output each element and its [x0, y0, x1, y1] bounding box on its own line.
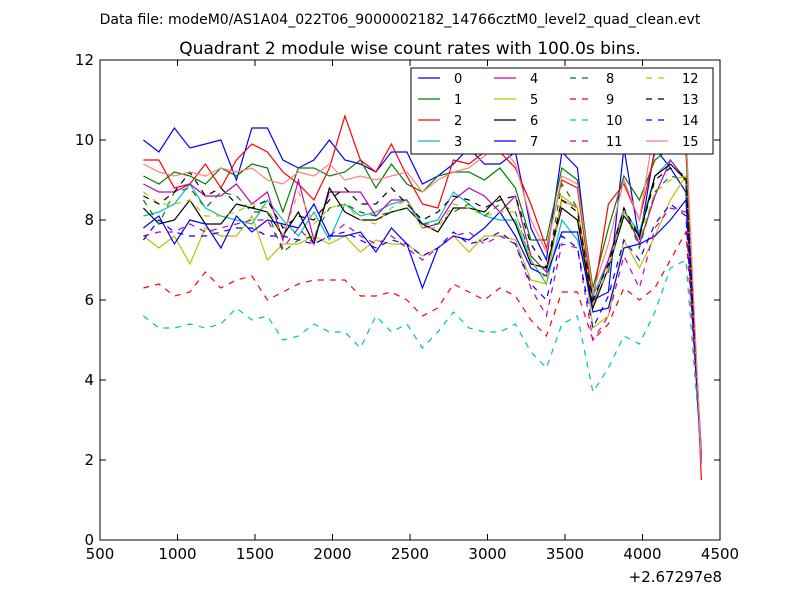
legend-label-0: 0 — [454, 72, 462, 87]
x-offset-label: +2.67297e8 — [629, 568, 722, 586]
x-tick-label: 4500 — [701, 545, 739, 563]
legend-label-5: 5 — [530, 93, 538, 108]
legend-label-9: 9 — [606, 93, 614, 108]
series-line-8 — [142, 175, 702, 461]
legend-label-6: 6 — [530, 114, 538, 129]
series-line-0 — [143, 126, 702, 465]
series-line-1 — [143, 147, 702, 461]
y-tick-label: 6 — [84, 291, 94, 309]
legend-label-2: 2 — [454, 114, 462, 129]
legend-label-13: 13 — [682, 93, 699, 108]
x-tick-label: 500 — [86, 545, 115, 563]
y-tick-label: 10 — [75, 131, 94, 149]
series-line-12 — [143, 175, 702, 461]
x-tick-label: 1500 — [236, 545, 274, 563]
legend-label-12: 12 — [682, 72, 699, 87]
x-tick-label: 3000 — [468, 545, 506, 563]
series-line-7 — [143, 198, 702, 465]
y-tick-label: 8 — [84, 211, 94, 229]
series-line-2 — [143, 114, 702, 481]
y-tick-label: 2 — [84, 451, 94, 469]
legend-label-3: 3 — [454, 135, 462, 150]
series-line-9 — [143, 229, 702, 457]
x-tick-label: 4000 — [623, 545, 661, 563]
series-line-11 — [143, 207, 702, 457]
series-line-10 — [143, 259, 702, 461]
series-line-15 — [143, 122, 702, 465]
y-tick-label: 0 — [84, 531, 94, 549]
legend-label-7: 7 — [530, 135, 538, 150]
series-line-5 — [143, 174, 702, 461]
y-tick-label: 12 — [75, 51, 94, 69]
x-tick-label: 3500 — [546, 545, 584, 563]
series-line-14 — [142, 203, 702, 461]
series-group — [142, 114, 702, 481]
chart-title: Quadrant 2 module wise count rates with … — [179, 39, 640, 59]
x-tick-label: 1000 — [158, 545, 196, 563]
y-tick-label: 4 — [84, 371, 94, 389]
chart-suptitle: Data file: modeM0/AS1A04_022T06_90000021… — [100, 12, 701, 28]
series-line-13 — [143, 167, 702, 461]
legend-frame — [410, 67, 714, 155]
x-tick-label: 2000 — [313, 545, 351, 563]
legend-label-8: 8 — [606, 72, 614, 87]
legend-label-14: 14 — [682, 114, 699, 129]
legend-label-1: 1 — [454, 93, 462, 108]
legend-label-15: 15 — [682, 135, 699, 150]
legend-label-11: 11 — [606, 135, 623, 150]
legend-label-4: 4 — [530, 72, 538, 87]
x-tick-label: 2500 — [391, 545, 429, 563]
legend-label-10: 10 — [606, 114, 623, 129]
